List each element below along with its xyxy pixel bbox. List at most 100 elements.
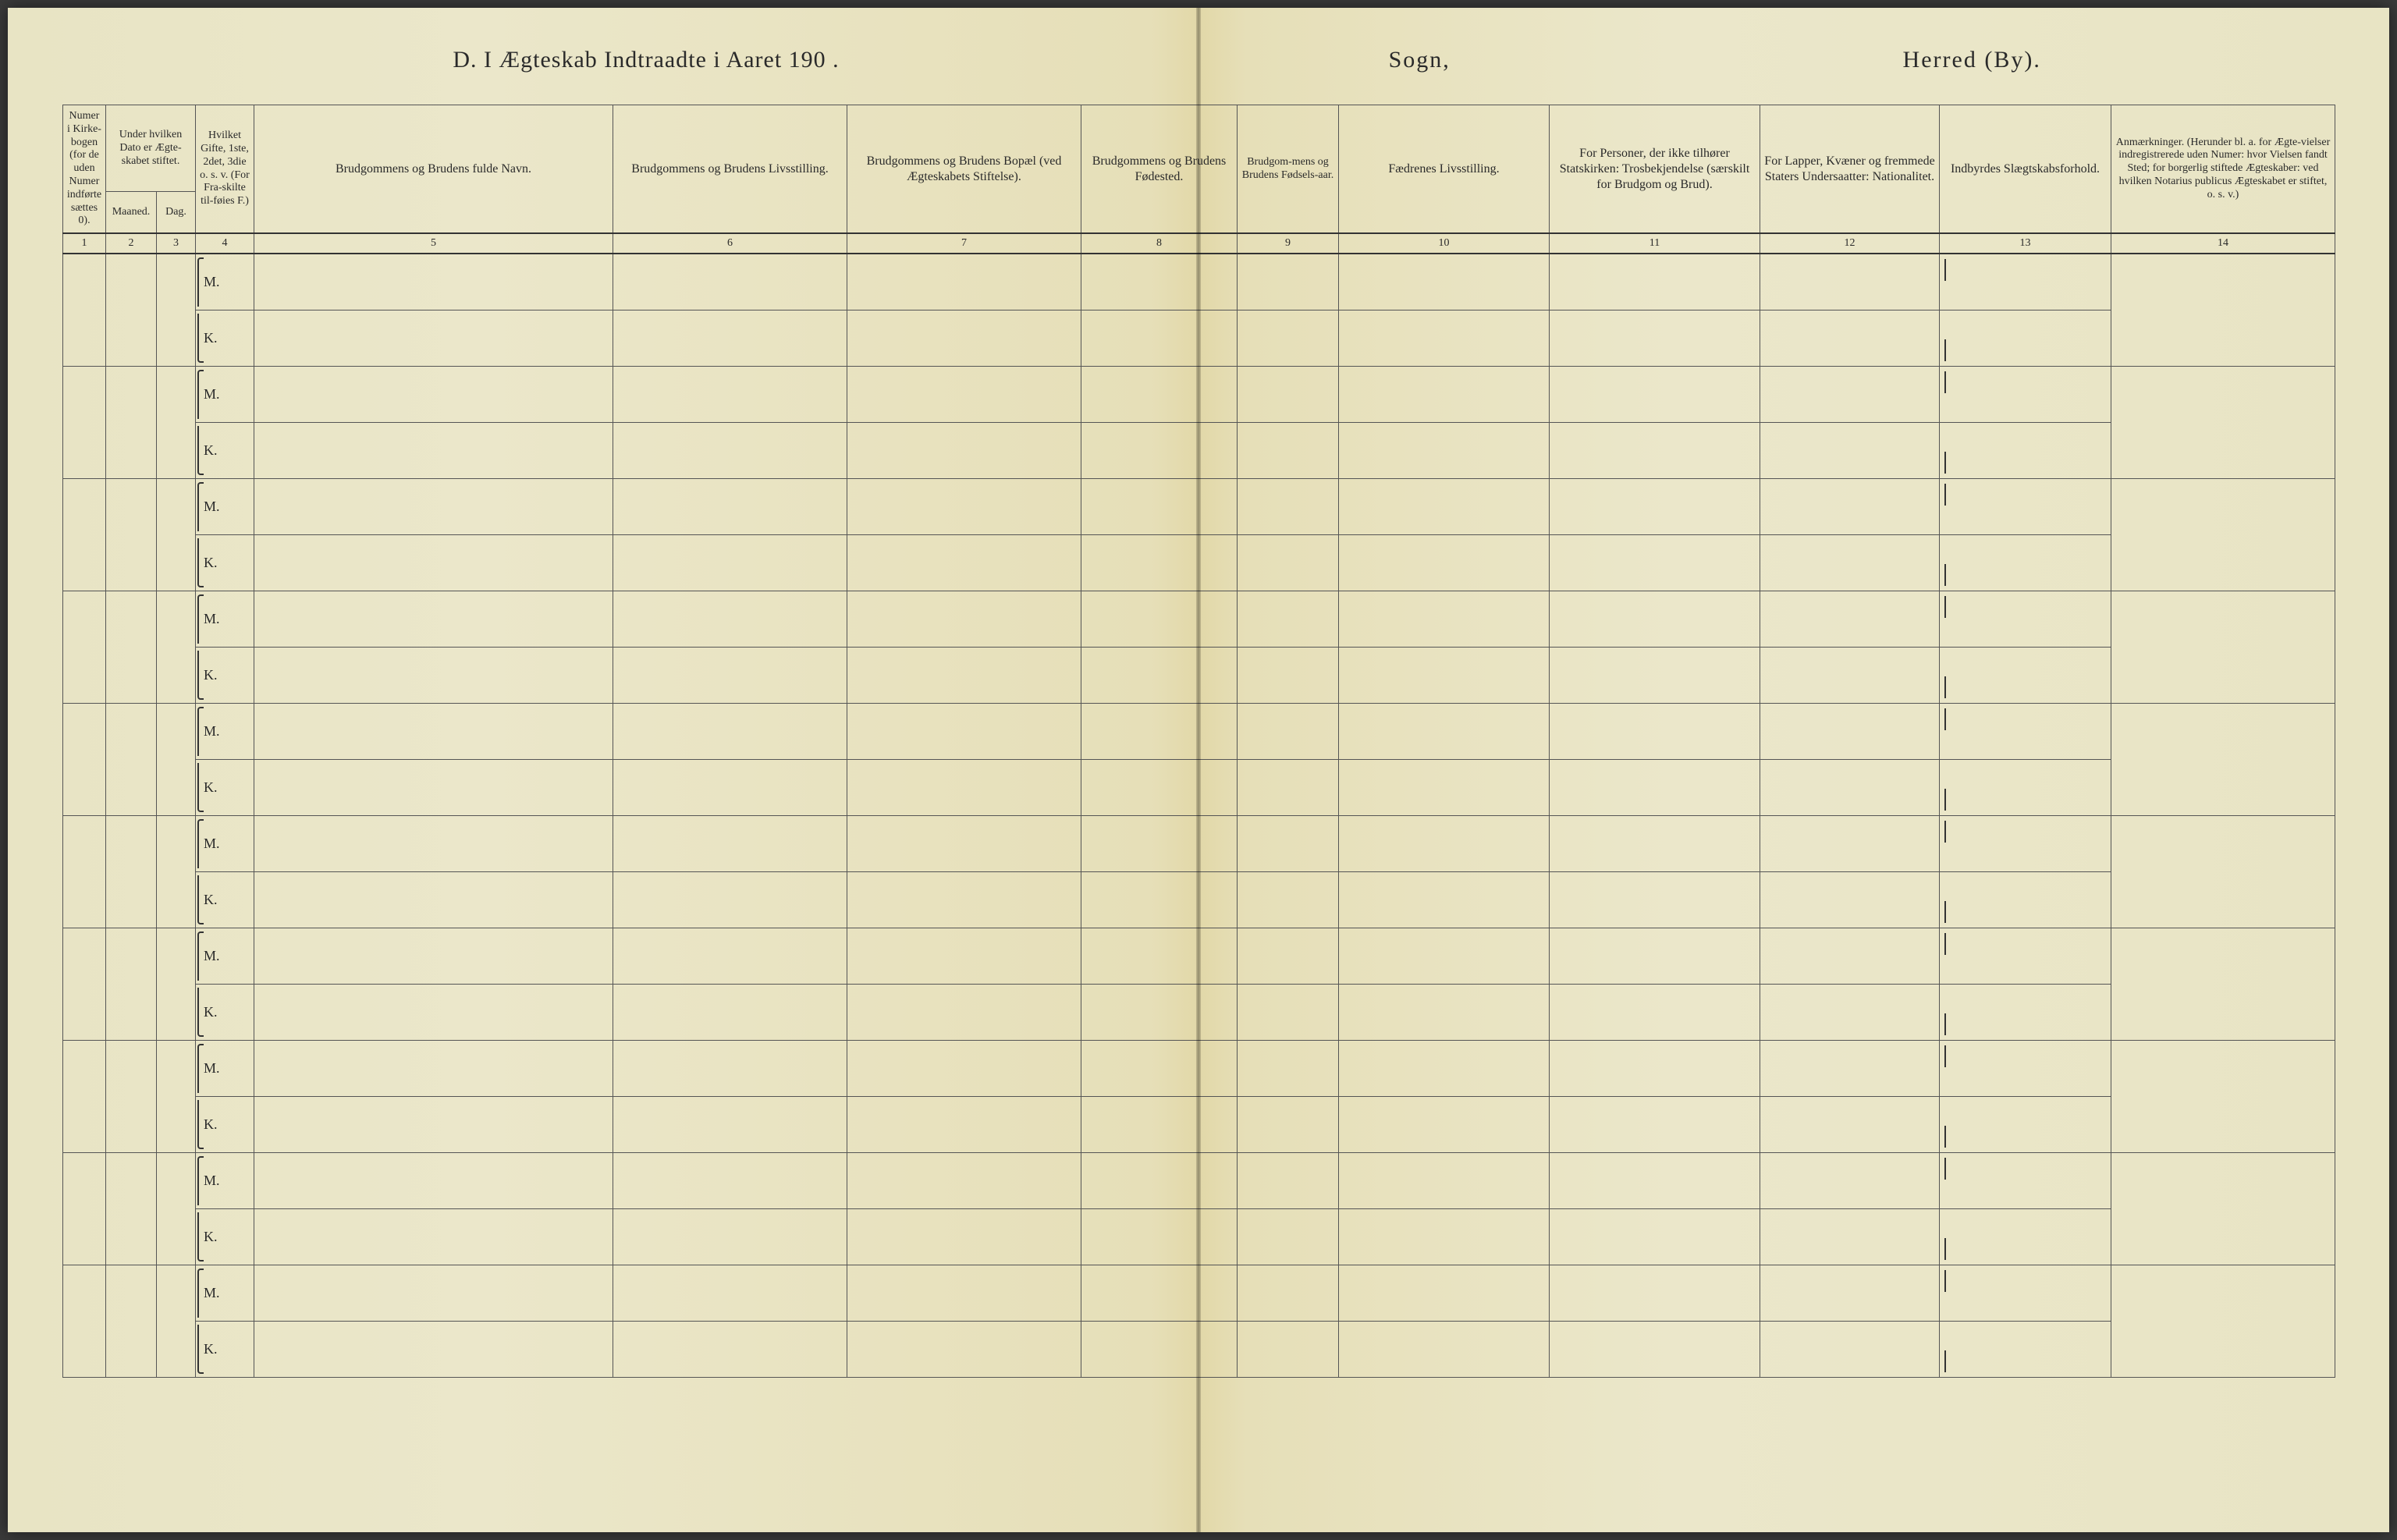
cell-empty bbox=[1238, 1265, 1339, 1321]
cell-gender-m: M. bbox=[196, 928, 254, 984]
cell-empty bbox=[1550, 254, 1760, 310]
cell-empty bbox=[1238, 1096, 1339, 1152]
cell-empty bbox=[254, 422, 613, 478]
bracket-icon bbox=[197, 1325, 204, 1374]
header-col11: For Personer, der ikke tilhører Statskir… bbox=[1550, 105, 1760, 234]
cell-empty bbox=[1081, 1265, 1238, 1321]
cell-empty bbox=[1550, 366, 1760, 422]
bracket-icon bbox=[197, 426, 204, 475]
cell-empty bbox=[1238, 703, 1339, 759]
cell-remarks bbox=[2111, 815, 2335, 928]
cell-empty bbox=[1550, 591, 1760, 647]
header-col5: Brudgommens og Brudens fulde Navn. bbox=[254, 105, 613, 234]
cell-empty bbox=[1550, 928, 1760, 984]
cell-empty bbox=[847, 1096, 1081, 1152]
cell-gender-m: M. bbox=[196, 591, 254, 647]
cell-empty bbox=[1339, 1321, 1550, 1377]
cell-col13 bbox=[1940, 254, 2111, 310]
cell-col13 bbox=[1940, 1321, 2111, 1377]
cell-empty bbox=[1081, 871, 1238, 928]
cell-empty bbox=[1550, 478, 1760, 534]
cell-empty bbox=[847, 759, 1081, 815]
cell-empty bbox=[63, 1265, 106, 1377]
cell-remarks bbox=[2111, 254, 2335, 366]
header-col10: Fædrenes Livsstilling. bbox=[1339, 105, 1550, 234]
header-col7: Brudgommens og Brudens Bopæl (ved Ægtesk… bbox=[847, 105, 1081, 234]
cell-empty bbox=[613, 310, 847, 366]
label-k: K. bbox=[204, 1004, 218, 1020]
ledger-page: D. I Ægteskab Indtraadte i Aaret 190 . S… bbox=[8, 8, 2389, 1532]
label-k: K. bbox=[204, 779, 218, 795]
tick-mark bbox=[1944, 1045, 1946, 1067]
cell-gender-m: M. bbox=[196, 815, 254, 871]
cell-empty bbox=[157, 1040, 196, 1152]
cell-empty bbox=[1081, 1208, 1238, 1265]
cell-empty bbox=[1760, 928, 1940, 984]
cell-empty bbox=[1081, 1321, 1238, 1377]
label-k: K. bbox=[204, 442, 218, 458]
cell-empty bbox=[106, 703, 157, 815]
cell-empty bbox=[1339, 1040, 1550, 1096]
cell-remarks bbox=[2111, 703, 2335, 815]
cell-empty bbox=[1238, 478, 1339, 534]
cell-empty bbox=[1550, 1321, 1760, 1377]
label-k: K. bbox=[204, 555, 218, 570]
cell-empty bbox=[1760, 254, 1940, 310]
cell-gender-k: K. bbox=[196, 310, 254, 366]
label-m: M. bbox=[204, 499, 220, 514]
cell-col13 bbox=[1940, 478, 2111, 534]
cell-empty bbox=[1339, 1152, 1550, 1208]
cell-col13 bbox=[1940, 310, 2111, 366]
book-spine-shadow bbox=[1196, 8, 1201, 1532]
cell-empty bbox=[1760, 647, 1940, 703]
tick-mark bbox=[1944, 821, 1946, 843]
cell-empty bbox=[63, 366, 106, 478]
bracket-icon bbox=[197, 314, 204, 363]
cell-gender-k: K. bbox=[196, 647, 254, 703]
cell-empty bbox=[613, 254, 847, 310]
cell-gender-k: K. bbox=[196, 1096, 254, 1152]
cell-empty bbox=[1238, 1208, 1339, 1265]
cell-col13 bbox=[1940, 1096, 2111, 1152]
cell-empty bbox=[613, 1321, 847, 1377]
cell-empty bbox=[847, 478, 1081, 534]
cell-empty bbox=[254, 759, 613, 815]
colnum-2: 2 bbox=[106, 233, 157, 254]
bracket-icon bbox=[197, 875, 204, 924]
cell-empty bbox=[1081, 422, 1238, 478]
cell-col13 bbox=[1940, 534, 2111, 591]
cell-gender-k: K. bbox=[196, 422, 254, 478]
cell-empty bbox=[106, 815, 157, 928]
cell-empty bbox=[254, 366, 613, 422]
tick-mark bbox=[1944, 933, 1946, 955]
cell-gender-k: K. bbox=[196, 871, 254, 928]
bracket-icon bbox=[197, 651, 204, 700]
cell-remarks bbox=[2111, 1152, 2335, 1265]
header-col2: Maaned. bbox=[106, 192, 157, 233]
bracket-icon bbox=[197, 931, 204, 981]
cell-empty bbox=[1081, 1096, 1238, 1152]
label-m: M. bbox=[204, 1173, 220, 1188]
cell-gender-m: M. bbox=[196, 254, 254, 310]
cell-empty bbox=[157, 703, 196, 815]
cell-empty bbox=[1760, 366, 1940, 422]
cell-empty bbox=[613, 984, 847, 1040]
header-col4: Hvilket Gifte, 1ste, 2det, 3die o. s. v.… bbox=[196, 105, 254, 234]
bracket-icon bbox=[197, 482, 204, 531]
label-k: K. bbox=[204, 892, 218, 907]
colnum-7: 7 bbox=[847, 233, 1081, 254]
tick-mark bbox=[1944, 901, 1946, 923]
header-col3: Dag. bbox=[157, 192, 196, 233]
header-col13: Indbyrdes Slægtskabsforhold. bbox=[1940, 105, 2111, 234]
cell-col13 bbox=[1940, 928, 2111, 984]
cell-empty bbox=[63, 703, 106, 815]
cell-empty bbox=[847, 928, 1081, 984]
cell-empty bbox=[1339, 366, 1550, 422]
colnum-14: 14 bbox=[2111, 233, 2335, 254]
label-m: M. bbox=[204, 611, 220, 626]
cell-empty bbox=[106, 591, 157, 703]
cell-empty bbox=[1081, 759, 1238, 815]
cell-empty bbox=[157, 254, 196, 366]
cell-gender-m: M. bbox=[196, 1265, 254, 1321]
cell-empty bbox=[613, 422, 847, 478]
